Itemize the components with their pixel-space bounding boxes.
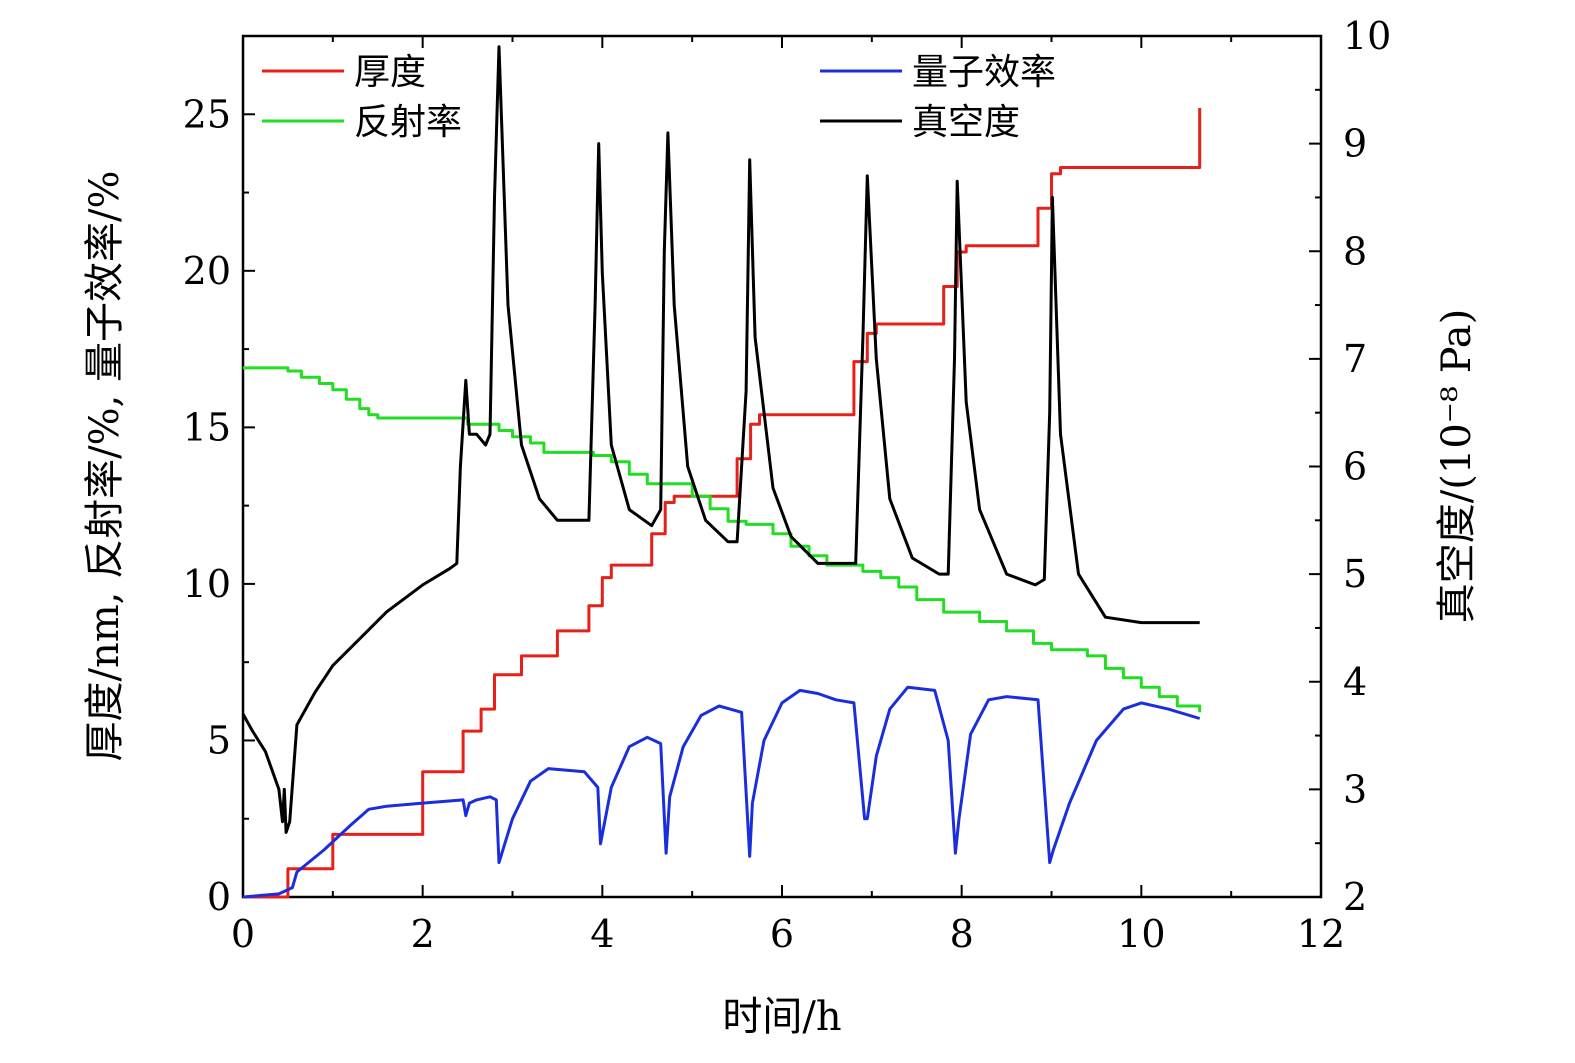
y-right-tick-label: 3: [1343, 767, 1367, 811]
y-right-tick-label: 6: [1343, 445, 1367, 489]
plot-frame: [241, 34, 1323, 899]
x-axis-label: 时间/h: [722, 994, 841, 1040]
series-layer: [241, 45, 1202, 899]
y-right-tick-label: 7: [1343, 337, 1367, 381]
x-tick-label: 0: [231, 912, 255, 956]
series-line: [243, 366, 1202, 713]
series-line: [242, 685, 1201, 899]
x-tick-label: 6: [770, 912, 794, 956]
y-right-tick-label: 10: [1343, 14, 1391, 58]
y-left-tick-label: 0: [207, 875, 231, 919]
x-tick-label: 2: [411, 912, 435, 956]
y-axis-label-left: 厚度/nm, 反射率/%, 量子效率/%: [82, 171, 128, 762]
x-tick-label: 12: [1297, 912, 1345, 956]
y-left-tick-label: 20: [183, 249, 231, 293]
x-tick-label: 8: [950, 912, 974, 956]
legend-label: 量子效率: [912, 52, 1056, 93]
axis-ticks: 0 2 4 6 8 10 12 0 5 10 15 20 25 2 3 4 5 6 7 8 9 10: [183, 14, 1392, 956]
series-line: [241, 45, 1200, 834]
x-tick-label: 10: [1117, 912, 1165, 956]
y-left-tick-label: 5: [207, 718, 231, 762]
y-right-tick-label: 9: [1343, 122, 1367, 166]
y-right-tick-label: 4: [1343, 660, 1367, 704]
legend-label: 厚度: [354, 52, 426, 93]
y-left-tick-label: 25: [183, 92, 231, 136]
legend-label: 反射率: [354, 102, 462, 143]
legend-label: 真空度: [912, 102, 1020, 143]
x-tick-label: 4: [590, 912, 614, 956]
y-right-tick-label: 5: [1343, 552, 1367, 596]
y-left-tick-label: 15: [183, 405, 231, 449]
y-left-tick-label: 10: [183, 562, 231, 606]
y-right-tick-label: 8: [1343, 229, 1367, 273]
series-line: [243, 108, 1202, 899]
y-axis-label-right: 真空度/(10⁻⁸ Pa): [1434, 309, 1480, 623]
y-right-tick-label: 2: [1343, 875, 1367, 919]
